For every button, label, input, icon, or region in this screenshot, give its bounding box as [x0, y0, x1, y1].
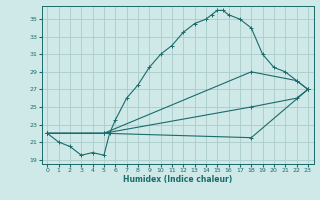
X-axis label: Humidex (Indice chaleur): Humidex (Indice chaleur): [123, 175, 232, 184]
